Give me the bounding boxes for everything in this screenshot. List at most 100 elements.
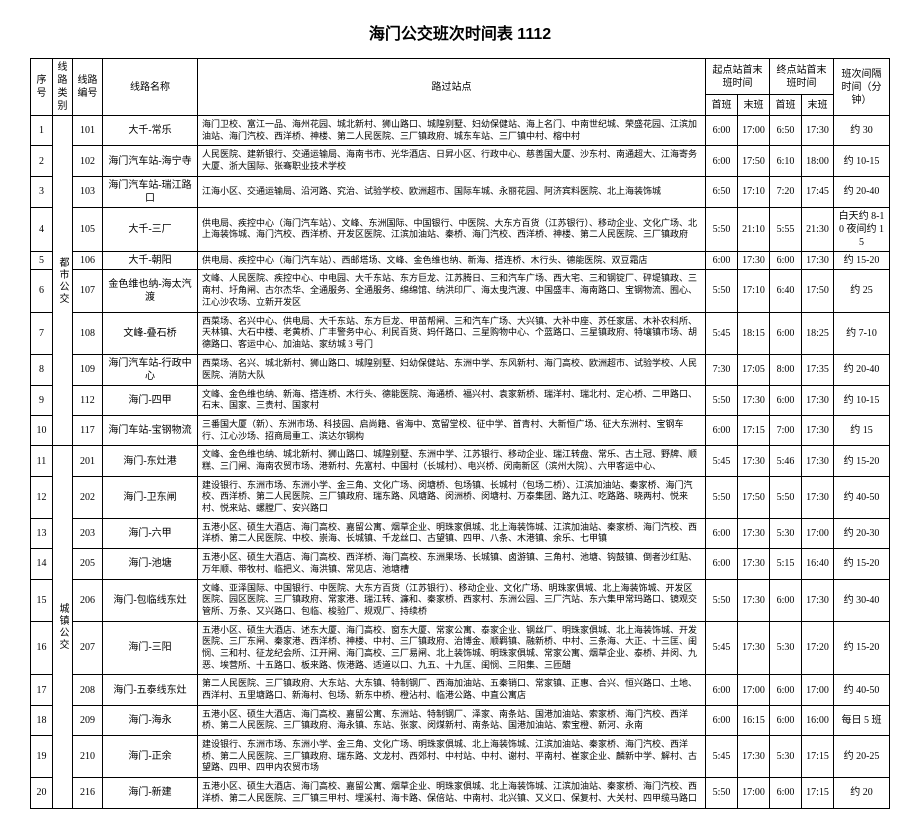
cell-route-name: 海门-海永 xyxy=(103,705,198,735)
cell-route-name: 海门-新建 xyxy=(103,778,198,808)
cell-stops: 供电局、疾控中心（海门汽车站）、西邮塔场、文峰、金色维也纳、新海、搭连桥、木行头… xyxy=(198,251,706,270)
cell-end-last: 17:45 xyxy=(802,176,834,207)
cell-stops: 文峰、亚泽国际、中国银行、中医院、大东方百货（江苏银行）、移动企业、文化广场、明… xyxy=(198,579,706,621)
cell-stops: 供电局、疾控中心（海门汽车站）、文峰、东洲国际、中国银行、中医院、大东方百货（江… xyxy=(198,207,706,251)
cell-start-last: 17:30 xyxy=(738,446,770,476)
cell-route-name: 海门-池塘 xyxy=(103,549,198,579)
cell-seq: 16 xyxy=(31,621,53,675)
page-title: 海门公交班次时间表 1112 xyxy=(30,20,890,44)
th-stops: 路过站点 xyxy=(198,59,706,116)
table-row: 1都市公交101大千-常乐海门卫校、富江一品、海州花园、城北新村、狮山路口、城隍… xyxy=(31,116,890,146)
cell-seq: 10 xyxy=(31,415,53,445)
cell-route-id: 202 xyxy=(73,476,103,518)
table-row: 7108文峰-叠石桥西菜场、名兴中心、供电局、大千东站、东方巨龙、甲苗帮闸、三和… xyxy=(31,312,890,354)
cell-end-last: 17:00 xyxy=(802,675,834,705)
cell-end-first: 7:20 xyxy=(770,176,802,207)
th-end-station: 终点站首末班时间 xyxy=(770,59,834,95)
cell-stops: 文峰、金色维也纳、新海、搭连桥、木行头、德能医院、海通桥、福兴村、袁家新桥、瑞洋… xyxy=(198,385,706,415)
cell-start-first: 5:45 xyxy=(706,736,738,778)
cell-interval: 约 15 xyxy=(834,415,890,445)
table-row: 20216海门-新建五港小区、硕生大酒店、海门高校、嘉留公寓、烟草企业、明珠家俱… xyxy=(31,778,890,808)
table-row: 19210海门-正余建设银行、东洲市场、东洲小学、金三角、文化广场、明珠家俱城、… xyxy=(31,736,890,778)
table-row: 13203海门-六甲五港小区、硕生大酒店、海门高校、嘉留公寓、烟草企业、明珠家俱… xyxy=(31,518,890,548)
cell-end-last: 17:30 xyxy=(802,579,834,621)
cell-stops: 五港小区、硕生大酒店、海门高校、嘉留公寓、烟草企业、明珠家俱城、北上海装饰城、江… xyxy=(198,778,706,808)
cell-route-id: 109 xyxy=(73,354,103,385)
cell-start-first: 6:00 xyxy=(706,518,738,548)
cell-end-last: 17:30 xyxy=(802,446,834,476)
cell-end-last: 17:50 xyxy=(802,270,834,312)
cell-start-last: 17:30 xyxy=(738,518,770,548)
cell-end-first: 5:46 xyxy=(770,446,802,476)
cell-stops: 建设银行、东洲市场、东洲小学、金三角、文化广场、闵塘桥、包场镇、长城村（包场二桥… xyxy=(198,476,706,518)
cell-interval: 约 10-15 xyxy=(834,385,890,415)
cell-seq: 17 xyxy=(31,675,53,705)
cell-stops: 五港小区、硕生大酒店、述东大厦、海门高校、窗东大厦、常家公寓、泰家企业、钢丝厂、… xyxy=(198,621,706,675)
cell-route-id: 201 xyxy=(73,446,103,476)
cell-seq: 14 xyxy=(31,549,53,579)
cell-start-last: 16:15 xyxy=(738,705,770,735)
cell-stops: 五港小区、硕生大酒店、海门高校、西洋桥、海门高校、东洲果场、长城镇、卤游镇、三角… xyxy=(198,549,706,579)
cell-start-first: 6:00 xyxy=(706,146,738,176)
cell-start-first: 6:00 xyxy=(706,549,738,579)
cell-seq: 3 xyxy=(31,176,53,207)
cell-stops: 人民医院、建新银行、交通运输局、海南书市、光华酒店、日昇小区、行政中心、慈善国大… xyxy=(198,146,706,176)
cell-start-first: 6:00 xyxy=(706,415,738,445)
cell-start-last: 17:30 xyxy=(738,385,770,415)
cell-interval: 白天约 8-10 夜间约 15 xyxy=(834,207,890,251)
cell-seq: 7 xyxy=(31,312,53,354)
cell-seq: 1 xyxy=(31,116,53,146)
cell-interval: 约 20-40 xyxy=(834,176,890,207)
cell-interval: 约 30-40 xyxy=(834,579,890,621)
cell-end-first: 6:00 xyxy=(770,312,802,354)
cell-start-first: 5:45 xyxy=(706,312,738,354)
cell-end-first: 5:55 xyxy=(770,207,802,251)
cell-route-name: 海门-三阳 xyxy=(103,621,198,675)
cell-end-first: 6:50 xyxy=(770,116,802,146)
cell-end-last: 17:30 xyxy=(802,476,834,518)
cell-stops: 海门卫校、富江一品、海州花园、城北新村、狮山路口、城隍别墅、妇幼保健站、海上名门… xyxy=(198,116,706,146)
cell-seq: 15 xyxy=(31,579,53,621)
cell-route-id: 205 xyxy=(73,549,103,579)
cell-route-name: 海门-卫东闸 xyxy=(103,476,198,518)
cell-seq: 4 xyxy=(31,207,53,251)
cell-start-last: 17:30 xyxy=(738,621,770,675)
cell-start-last: 17:30 xyxy=(738,251,770,270)
cell-end-first: 6:00 xyxy=(770,675,802,705)
cell-end-first: 6:40 xyxy=(770,270,802,312)
cell-interval: 约 15-20 xyxy=(834,251,890,270)
th-route-name: 线路名称 xyxy=(103,59,198,116)
cell-end-last: 21:30 xyxy=(802,207,834,251)
cell-seq: 13 xyxy=(31,518,53,548)
th-end-last: 末班 xyxy=(802,95,834,116)
cell-interval: 约 7-10 xyxy=(834,312,890,354)
cell-route-name: 海门汽车站-海宁寺 xyxy=(103,146,198,176)
cell-end-last: 17:15 xyxy=(802,778,834,808)
cell-start-first: 5:50 xyxy=(706,579,738,621)
cell-route-id: 210 xyxy=(73,736,103,778)
cell-end-last: 17:20 xyxy=(802,621,834,675)
cell-interval: 约 20-30 xyxy=(834,518,890,548)
cell-route-name: 海门汽车站-瑞江路口 xyxy=(103,176,198,207)
cell-end-first: 6:00 xyxy=(770,251,802,270)
cell-start-first: 5:50 xyxy=(706,270,738,312)
cell-end-last: 17:15 xyxy=(802,736,834,778)
cell-seq: 6 xyxy=(31,270,53,312)
cell-end-last: 18:25 xyxy=(802,312,834,354)
cell-seq: 2 xyxy=(31,146,53,176)
cell-route-name: 金色维也纳-海太汽渡 xyxy=(103,270,198,312)
cell-end-last: 17:00 xyxy=(802,518,834,548)
table-body: 1都市公交101大千-常乐海门卫校、富江一品、海州花园、城北新村、狮山路口、城隍… xyxy=(31,116,890,809)
cell-route-id: 117 xyxy=(73,415,103,445)
cell-start-last: 17:00 xyxy=(738,116,770,146)
cell-seq: 18 xyxy=(31,705,53,735)
cell-end-last: 17:30 xyxy=(802,415,834,445)
cell-route-id: 209 xyxy=(73,705,103,735)
table-row: 10117海门车站-宝钢物流三番国大厦（新）、东洲市场、科技园、启尚籍、省海中、… xyxy=(31,415,890,445)
table-row: 11城镇公交201海门-东灶港文峰、金色维也纳、城北新村、狮山路口、城隍别墅、东… xyxy=(31,446,890,476)
cell-start-last: 17:10 xyxy=(738,176,770,207)
cell-stops: 江海小区、交通运输局、沿河路、究治、试验学校、欧洲超市、国际车城、永丽花园、阿济… xyxy=(198,176,706,207)
table-row: 6107金色维也纳-海太汽渡文峰、人民医院、疾控中心、中电园、大千东站、东方巨龙… xyxy=(31,270,890,312)
cell-route-id: 207 xyxy=(73,621,103,675)
th-start-first: 首班 xyxy=(706,95,738,116)
